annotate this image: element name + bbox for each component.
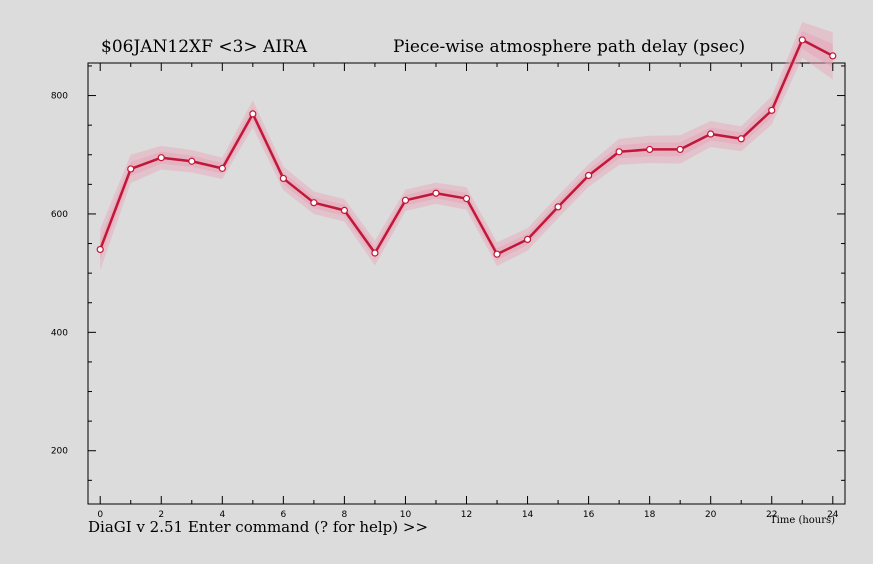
- data-point: [401, 196, 410, 204]
- data-point: [646, 145, 654, 154]
- data-point: [768, 106, 776, 114]
- data-point: [96, 245, 104, 254]
- x-tick-label: 20: [705, 510, 717, 520]
- data-point: [615, 148, 623, 156]
- x-tick-label: 22: [766, 510, 777, 520]
- x-axis-label: Time (hours): [770, 515, 836, 526]
- data-point: [432, 189, 440, 197]
- x-tick-label: 18: [644, 510, 656, 520]
- y-tick-label: 200: [51, 447, 68, 457]
- data-point: [188, 157, 196, 165]
- data-point: [584, 171, 593, 180]
- data-point: [340, 206, 349, 214]
- data-point: [554, 203, 562, 211]
- error-band-outer: [100, 22, 833, 271]
- chart-title-left: $06JAN12XF <3> AIRA: [101, 37, 308, 57]
- data-point: [157, 154, 165, 162]
- data-point: [310, 199, 318, 207]
- command-prompt[interactable]: DiaGI v 2.51 Enter command (? for help) …: [88, 518, 429, 536]
- data-point: [218, 164, 226, 172]
- x-tick-label: 8: [342, 510, 348, 520]
- data-point: [676, 145, 684, 154]
- y-tick-label: 400: [51, 328, 68, 338]
- x-tick-label: 4: [219, 510, 225, 520]
- x-tick-label: 12: [461, 510, 472, 520]
- data-point: [707, 130, 715, 138]
- data-point: [798, 36, 806, 44]
- y-tick-label: 600: [51, 210, 68, 220]
- data-point: [523, 235, 532, 243]
- data-point: [371, 249, 379, 257]
- data-point: [279, 174, 287, 183]
- data-point: [829, 52, 837, 60]
- data-point: [249, 110, 257, 118]
- x-tick-label: 0: [97, 510, 103, 520]
- data-point: [127, 165, 135, 173]
- error-band-layer: [100, 22, 833, 271]
- data-point: [493, 250, 501, 258]
- data-point: [462, 194, 471, 203]
- x-tick-label: 10: [400, 510, 412, 520]
- data-point: [737, 135, 745, 143]
- x-tick-label: 16: [583, 510, 595, 520]
- chart-title-right: Piece-wise atmosphere path delay (psec): [393, 37, 746, 57]
- x-tick-label: 2: [158, 510, 164, 520]
- data-point-layer: [96, 36, 837, 258]
- x-tick-label: 6: [280, 510, 286, 520]
- x-tick-label: 24: [827, 510, 839, 520]
- x-tick-label: 14: [522, 510, 534, 520]
- y-tick-label: 800: [51, 92, 68, 102]
